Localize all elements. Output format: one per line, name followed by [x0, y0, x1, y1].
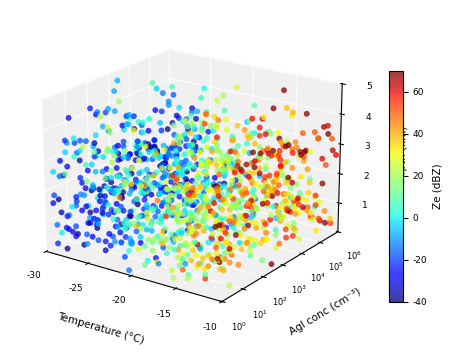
- Y-axis label: AgI conc (cm⁻³): AgI conc (cm⁻³): [288, 286, 363, 337]
- X-axis label: Temperature (°C): Temperature (°C): [56, 311, 145, 346]
- Y-axis label: Ze (dBZ): Ze (dBZ): [433, 164, 443, 209]
